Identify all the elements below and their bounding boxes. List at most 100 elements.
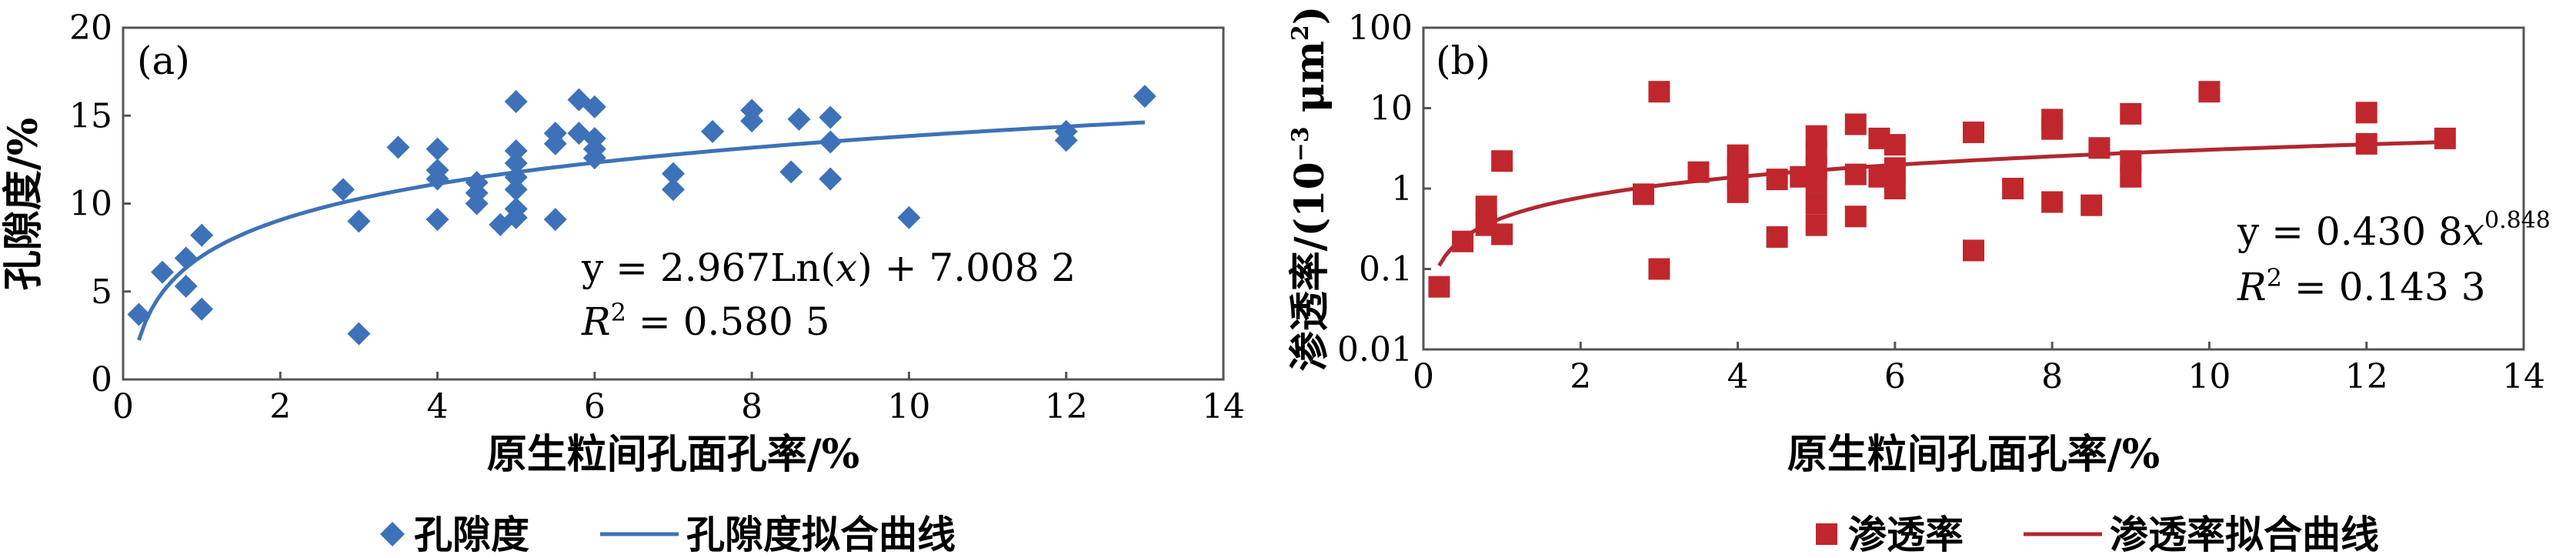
fit-equation: y = 2.967Ln(x) + 7.008 2 bbox=[581, 246, 1076, 290]
data-point bbox=[386, 135, 410, 159]
chart-panel-b: (b) y = 0.430 8x0.848 R2 = 0.143 3 原生粒间孔… bbox=[1262, 0, 2576, 558]
y-axis-title: 孔隙度/% bbox=[0, 118, 47, 290]
x-tick-label: 10 bbox=[2187, 357, 2231, 396]
data-point bbox=[2041, 118, 2064, 140]
data-point bbox=[127, 302, 151, 326]
data-point bbox=[2041, 191, 2064, 213]
data-point bbox=[504, 205, 528, 229]
x-tick-label: 10 bbox=[887, 387, 930, 426]
data-point bbox=[1805, 192, 1827, 215]
data-point bbox=[543, 132, 567, 155]
data-point bbox=[662, 178, 685, 202]
data-point bbox=[425, 167, 449, 191]
data-point bbox=[174, 246, 198, 270]
x-tick-label: 12 bbox=[1045, 387, 1088, 426]
data-point bbox=[582, 95, 606, 119]
fit-equation: y = 0.430 8x0.848 bbox=[2237, 207, 2551, 254]
x-tick-label: 0 bbox=[1413, 357, 1434, 396]
data-point bbox=[1844, 205, 1867, 228]
y-tick-label: 100 bbox=[1348, 8, 1413, 48]
data-point bbox=[2434, 127, 2456, 149]
x-tick-label: 2 bbox=[1570, 357, 1591, 396]
data-point bbox=[543, 208, 567, 232]
r-squared: R2 = 0.143 3 bbox=[2237, 263, 2486, 309]
data-point bbox=[504, 151, 528, 175]
data-point bbox=[1963, 121, 1984, 143]
data-point bbox=[1054, 129, 1078, 152]
data-point bbox=[1491, 150, 1513, 172]
data-point bbox=[2198, 81, 2221, 103]
data-point bbox=[504, 165, 528, 189]
data-point bbox=[1491, 223, 1513, 246]
data-point bbox=[332, 178, 355, 202]
legend-points-label: 孔隙度 bbox=[414, 512, 529, 557]
data-point bbox=[1648, 258, 1670, 280]
y-tick-label: 0 bbox=[91, 360, 112, 399]
x-tick-label: 0 bbox=[112, 387, 134, 426]
legend-square-marker bbox=[1816, 523, 1837, 545]
data-point bbox=[504, 139, 528, 162]
data-point bbox=[504, 89, 528, 113]
data-point bbox=[1648, 81, 1670, 103]
y-tick-label: 15 bbox=[69, 96, 112, 135]
data-point bbox=[1844, 163, 1867, 185]
data-point bbox=[1805, 214, 1827, 236]
data-point bbox=[190, 223, 214, 247]
data-point bbox=[787, 107, 811, 131]
x-tick-label: 4 bbox=[1727, 357, 1749, 396]
x-tick-label: 4 bbox=[427, 387, 449, 426]
data-point bbox=[1844, 113, 1867, 135]
data-point bbox=[190, 297, 214, 321]
data-point bbox=[1133, 85, 1156, 109]
y-tick-label: 0.01 bbox=[1337, 330, 1413, 369]
x-tick-label: 2 bbox=[269, 387, 291, 426]
data-point bbox=[662, 162, 685, 185]
data-point bbox=[465, 192, 489, 216]
data-point bbox=[1884, 157, 1906, 179]
y-tick-label: 5 bbox=[91, 272, 112, 312]
data-point bbox=[347, 209, 371, 233]
fit-curve bbox=[137, 120, 1146, 341]
data-point bbox=[2080, 194, 2103, 216]
y-tick-label: 1 bbox=[1391, 169, 1413, 209]
legend-diamond-marker bbox=[380, 522, 405, 546]
x-axis-title: 原生粒间孔面孔率/% bbox=[487, 431, 859, 478]
data-point bbox=[1884, 178, 1906, 199]
x-tick-label: 6 bbox=[584, 387, 606, 426]
data-point bbox=[2120, 102, 2142, 125]
data-point bbox=[2355, 132, 2377, 155]
data-point bbox=[582, 146, 606, 170]
data-point bbox=[425, 208, 449, 232]
panel-label: (b) bbox=[1436, 38, 1490, 83]
legend: 渗透率 渗透率拟合曲线 bbox=[1816, 512, 2379, 557]
data-point bbox=[1727, 181, 1749, 203]
data-point bbox=[897, 205, 921, 229]
x-tick-label: 6 bbox=[1884, 357, 1906, 396]
data-point bbox=[1687, 161, 1710, 183]
data-point bbox=[1963, 239, 1984, 262]
data-point bbox=[151, 260, 175, 284]
fit-curve bbox=[1437, 140, 2445, 267]
data-point bbox=[1805, 171, 1827, 193]
y-tick-label: 0.1 bbox=[1359, 250, 1413, 289]
data-point bbox=[2120, 165, 2142, 188]
data-point bbox=[1452, 230, 1474, 252]
data-point bbox=[779, 160, 803, 184]
data-point bbox=[1766, 226, 1788, 248]
data-point bbox=[2355, 102, 2377, 124]
data-point bbox=[701, 119, 725, 143]
data-point bbox=[1766, 169, 1788, 191]
y-tick-label: 20 bbox=[69, 8, 112, 48]
permeability-chart: (b) y = 0.430 8x0.848 R2 = 0.143 3 原生粒间孔… bbox=[1286, 6, 2551, 557]
data-point bbox=[1884, 134, 1906, 156]
data-point bbox=[425, 137, 449, 161]
legend-curve-label: 渗透率拟合曲线 bbox=[2110, 512, 2379, 557]
data-point bbox=[1475, 195, 1497, 218]
y-axis-title: 渗透率/(10−3 μm2) bbox=[1286, 6, 1333, 372]
data-point bbox=[347, 322, 371, 346]
x-tick-label: 14 bbox=[1202, 387, 1245, 426]
data-point bbox=[504, 178, 528, 202]
data-point bbox=[2002, 178, 2024, 199]
x-tick-label: 12 bbox=[2345, 357, 2388, 396]
chart-panel-a: (a) y = 2.967Ln(x) + 7.008 2 R2 = 0.580 … bbox=[0, 0, 1262, 558]
